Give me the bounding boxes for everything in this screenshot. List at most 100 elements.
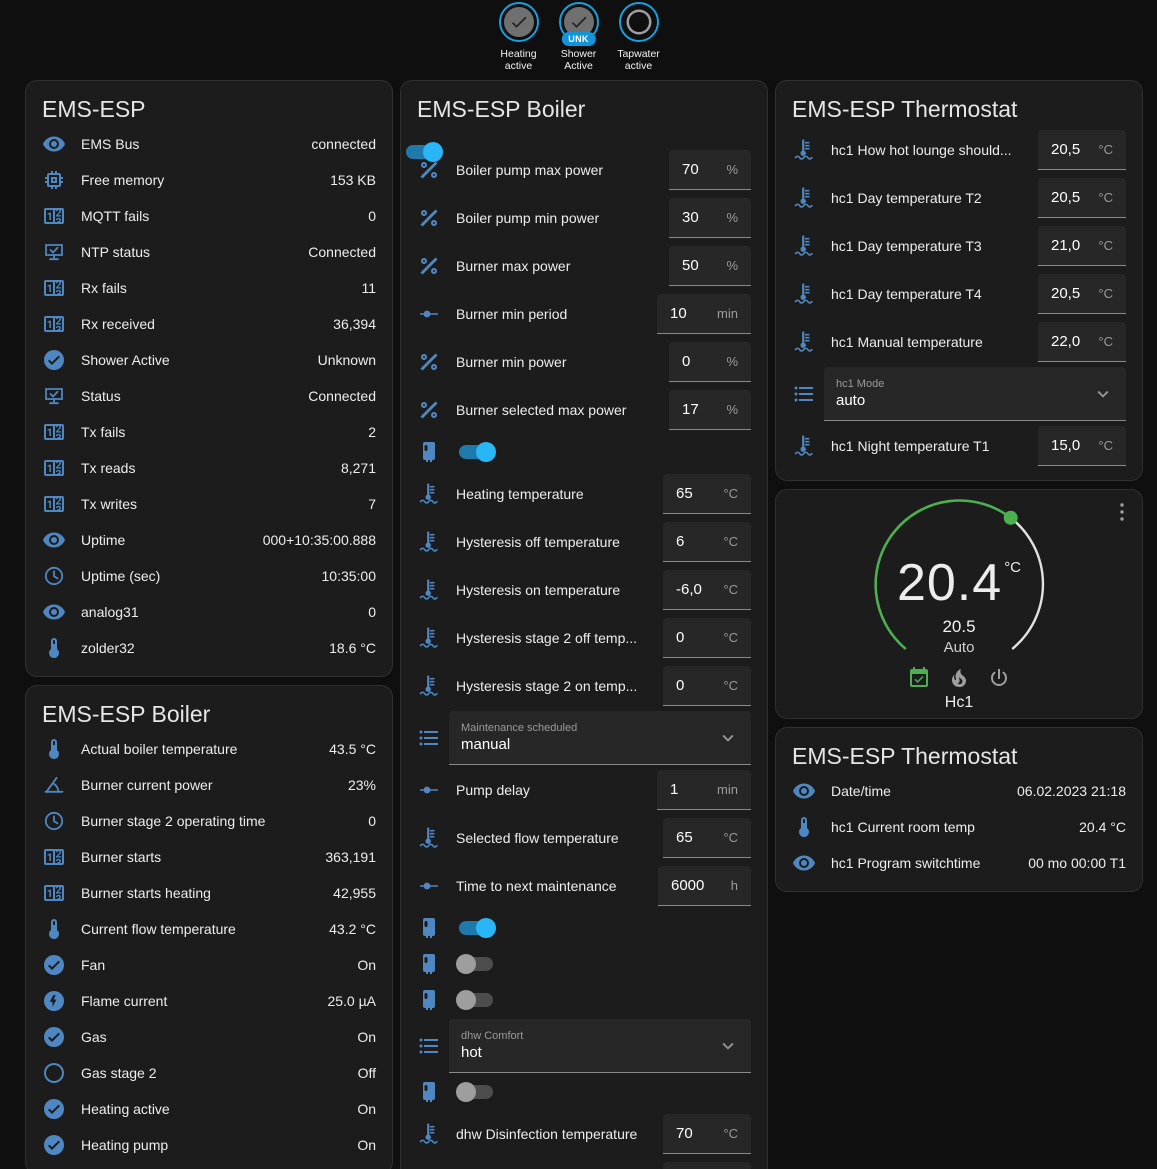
entity-row[interactable]: Boiler pump min power 30% — [417, 194, 751, 242]
number-input[interactable]: 65 °C — [663, 818, 751, 858]
entity-row[interactable]: Burner max power 50% — [417, 242, 751, 290]
entity-row[interactable]: Hysteresis off temperature 6 °C — [417, 518, 751, 566]
entity-row[interactable]: Burner min period 10 min — [417, 290, 751, 338]
number-input[interactable]: 70 °C — [663, 1114, 751, 1154]
number-input[interactable]: 10 min — [657, 294, 751, 334]
entity-row[interactable]: Burner selected max power 17% — [417, 386, 751, 434]
entity-row[interactable]: Rx received 36,394 — [42, 306, 376, 342]
entity-row[interactable]: Heating temperature 65 °C — [417, 470, 751, 518]
entity-row[interactable]: Rx fails 11 — [42, 270, 376, 306]
number-input[interactable]: 20,5 °C — [1038, 178, 1126, 218]
entity-row[interactable]: NTP status Connected — [42, 234, 376, 270]
entity-row[interactable]: hc1 Day temperature T4 20,5 °C — [792, 270, 1126, 318]
entity-row[interactable]: Burner min power 0% — [417, 338, 751, 386]
entity-row[interactable]: Burner starts heating 42,955 — [42, 875, 376, 911]
number-input[interactable]: 70% — [669, 150, 751, 190]
entity-row[interactable]: Free memory 153 KB — [42, 162, 376, 198]
entity-row[interactable]: Uptime 000+10:35:00.888 — [42, 522, 376, 558]
entity-row[interactable]: Hysteresis on temperature -6,0 °C — [417, 566, 751, 614]
number-input[interactable]: 0% — [669, 342, 751, 382]
entity-row[interactable]: Maintenance scheduled manual — [417, 710, 751, 766]
number-input[interactable]: 6 °C — [663, 522, 751, 562]
entity-row[interactable]: hc1 Day temperature T3 21,0 °C — [792, 222, 1126, 270]
number-input[interactable]: 1 min — [657, 770, 751, 810]
entity-row[interactable]: dhw Disinfection temperature 70 °C — [417, 1110, 751, 1158]
entity-row[interactable]: dhw Circulation pump available — [417, 982, 493, 1018]
entity-row[interactable]: Date/time 06.02.2023 21:18 — [792, 773, 1126, 809]
entity-row[interactable]: hc1 How hot lounge should... 20,5 °C — [792, 126, 1126, 174]
entity-row[interactable]: analog31 0 — [42, 594, 376, 630]
entity-row[interactable]: Gas On — [42, 1019, 376, 1055]
entity-row[interactable]: dhw Flow temperature offset40°C — [417, 1158, 751, 1169]
entity-row[interactable]: hc1 Program switchtime 00 mo 00:00 T1 — [792, 845, 1126, 881]
number-input[interactable]: 21,0 °C — [1038, 226, 1126, 266]
more-menu-icon[interactable] — [1110, 500, 1134, 524]
entity-row[interactable]: hc1 Mode auto — [792, 366, 1126, 422]
entity-value: On — [357, 1101, 376, 1117]
calendar-auto-icon[interactable] — [907, 666, 931, 690]
power-icon[interactable] — [987, 666, 1011, 690]
select-input[interactable]: hc1 Mode auto — [824, 367, 1126, 421]
entity-row[interactable]: EMS Bus connected — [42, 126, 376, 162]
select-input[interactable]: dhw Comfort hot — [449, 1019, 751, 1073]
number-input[interactable]: 0 °C — [663, 618, 751, 658]
entity-row[interactable]: hc1 Manual temperature 22,0 °C — [792, 318, 1126, 366]
toggle-switch[interactable] — [456, 1082, 496, 1102]
entity-row[interactable]: Tx reads 8,271 — [42, 450, 376, 486]
number-input[interactable]: 6000 h — [658, 866, 751, 906]
entity-row[interactable]: Hysteresis stage 2 off temp... 0 °C — [417, 614, 751, 662]
entity-row[interactable]: Heating pump On — [42, 1127, 376, 1163]
entity-row[interactable]: Burner stage 2 operating time 0 — [42, 803, 376, 839]
entity-row[interactable]: dhw Disinfecting — [417, 1074, 493, 1110]
entity-row[interactable]: Status Connected — [42, 378, 376, 414]
entity-row[interactable]: Tx writes 7 — [42, 486, 376, 522]
entity-row[interactable]: Actual boiler temperature 43.5 °C — [42, 731, 376, 767]
entity-row[interactable]: zolder32 18.6 °C — [42, 630, 376, 666]
badge-tapwater-active[interactable]: Tapwater active — [610, 2, 668, 72]
number-input[interactable]: -6,0 °C — [663, 570, 751, 610]
entity-row[interactable]: Fan On — [42, 947, 376, 983]
entity-row[interactable]: Shower Active Unknown — [42, 342, 376, 378]
select-input[interactable]: Maintenance scheduled manual — [449, 711, 751, 765]
fire-icon[interactable] — [947, 666, 971, 690]
entity-row[interactable]: Selected flow temperature 65 °C — [417, 814, 751, 862]
entity-row[interactable]: Pump delay 1 min — [417, 766, 751, 814]
entity-row[interactable]: hc1 Day temperature T2 20,5 °C — [792, 174, 1126, 222]
number-input[interactable]: 30% — [669, 198, 751, 238]
entity-row[interactable]: hc1 Night temperature T1 15,0 °C — [792, 422, 1126, 470]
badge-heating-active[interactable]: Heating active — [490, 2, 548, 72]
entity-row[interactable]: Current flow temperature 43.2 °C — [42, 911, 376, 947]
number-input[interactable]: 17% — [669, 390, 751, 430]
entity-row[interactable]: Burner starts 363,191 — [42, 839, 376, 875]
entity-row[interactable]: dhw Activated — [417, 910, 496, 946]
number-input[interactable]: 15,0 °C — [1038, 426, 1126, 466]
entity-row[interactable]: Boiler pump max power 70% — [417, 146, 751, 194]
entity-row[interactable]: Tx fails 2 — [42, 414, 376, 450]
entity-row[interactable]: Flame current 25.0 µA — [42, 983, 376, 1019]
toggle-switch[interactable] — [456, 442, 496, 462]
thermostat-dial[interactable] — [869, 494, 1049, 679]
number-input[interactable]: 22,0 °C — [1038, 322, 1126, 362]
number-input[interactable]: 20,5 °C — [1038, 274, 1126, 314]
toggle-switch[interactable] — [456, 990, 496, 1010]
badge-shower-active[interactable]: UNK Shower Active — [550, 2, 608, 72]
card-header-toggle[interactable] — [403, 142, 443, 162]
toggle-switch[interactable] — [456, 918, 496, 938]
entity-row[interactable]: Time to next maintenance 6000 h — [417, 862, 751, 910]
entity-row[interactable]: hc1 Current room temp 20.4 °C — [792, 809, 1126, 845]
number-input[interactable]: 0 °C — [663, 666, 751, 706]
number-input[interactable]: 65 °C — [663, 474, 751, 514]
entity-row[interactable]: MQTT fails 0 — [42, 198, 376, 234]
entity-row[interactable]: dhw Comfort hot — [417, 1018, 751, 1074]
entity-row[interactable]: Heating active On — [42, 1091, 376, 1127]
entity-row[interactable]: dhw Circulation active — [417, 946, 493, 982]
entity-row[interactable]: Burner current power 23% — [42, 767, 376, 803]
entity-row[interactable]: Heating activated — [417, 434, 496, 470]
number-input[interactable]: 20,5 °C — [1038, 130, 1126, 170]
toggle-switch[interactable] — [456, 954, 496, 974]
number-input[interactable]: 40°C — [663, 1162, 751, 1169]
entity-row[interactable]: Gas stage 2 Off — [42, 1055, 376, 1091]
entity-row[interactable]: Uptime (sec) 10:35:00 — [42, 558, 376, 594]
entity-row[interactable]: Hysteresis stage 2 on temp... 0 °C — [417, 662, 751, 710]
number-input[interactable]: 50% — [669, 246, 751, 286]
